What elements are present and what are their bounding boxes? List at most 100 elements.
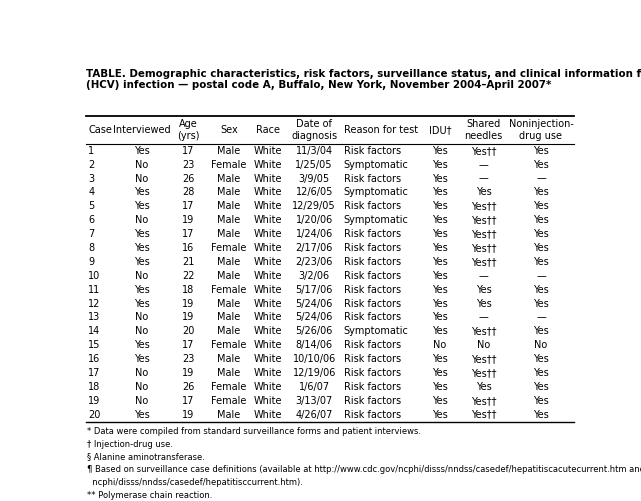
- Text: 12/19/06: 12/19/06: [292, 368, 336, 378]
- Text: Yes: Yes: [432, 201, 448, 211]
- Text: 17: 17: [182, 229, 195, 239]
- Text: 16: 16: [182, 243, 195, 253]
- Text: Yes: Yes: [533, 368, 549, 378]
- Text: —: —: [479, 313, 488, 323]
- Text: 19: 19: [182, 313, 195, 323]
- Text: 3/13/07: 3/13/07: [296, 396, 333, 406]
- Text: 18: 18: [182, 285, 195, 295]
- Text: TABLE. Demographic characteristics, risk factors, surveillance status, and clini: TABLE. Demographic characteristics, risk…: [86, 69, 641, 90]
- Text: Yes: Yes: [134, 229, 149, 239]
- Text: 5: 5: [88, 201, 94, 211]
- Text: 19: 19: [182, 368, 195, 378]
- Text: Yes: Yes: [134, 187, 149, 197]
- Text: 17: 17: [182, 201, 195, 211]
- Text: Yes††: Yes††: [470, 396, 496, 406]
- Text: 8/14/06: 8/14/06: [296, 340, 333, 350]
- Text: Male: Male: [217, 410, 240, 420]
- Text: Yes: Yes: [432, 410, 448, 420]
- Text: 1/24/06: 1/24/06: [296, 229, 333, 239]
- Text: 19: 19: [88, 396, 101, 406]
- Text: 19: 19: [182, 299, 195, 309]
- Text: 1/25/05: 1/25/05: [296, 160, 333, 170]
- Text: Yes: Yes: [533, 410, 549, 420]
- Text: Risk factors: Risk factors: [344, 285, 401, 295]
- Text: 19: 19: [182, 410, 195, 420]
- Text: White: White: [254, 368, 283, 378]
- Text: Symptomatic: Symptomatic: [344, 326, 408, 336]
- Text: † Injection-drug use.: † Injection-drug use.: [87, 440, 173, 449]
- Text: Yes: Yes: [533, 146, 549, 156]
- Text: 22: 22: [182, 271, 195, 281]
- Text: Male: Male: [217, 313, 240, 323]
- Text: Yes: Yes: [533, 326, 549, 336]
- Text: Yes: Yes: [432, 299, 448, 309]
- Text: Yes: Yes: [432, 285, 448, 295]
- Text: 17: 17: [182, 146, 195, 156]
- Text: 26: 26: [182, 382, 195, 392]
- Text: Yes: Yes: [432, 382, 448, 392]
- Text: Yes: Yes: [134, 410, 149, 420]
- Text: 23: 23: [182, 160, 195, 170]
- Text: 2/17/06: 2/17/06: [296, 243, 333, 253]
- Text: 14: 14: [88, 326, 101, 336]
- Text: 19: 19: [182, 215, 195, 225]
- Text: Male: Male: [217, 271, 240, 281]
- Text: Risk factors: Risk factors: [344, 382, 401, 392]
- Text: Yes: Yes: [134, 354, 149, 364]
- Text: Male: Male: [217, 146, 240, 156]
- Text: No: No: [135, 271, 148, 281]
- Text: —: —: [536, 271, 546, 281]
- Text: Yes: Yes: [476, 285, 491, 295]
- Text: White: White: [254, 396, 283, 406]
- Text: Yes††: Yes††: [470, 354, 496, 364]
- Text: Risk factors: Risk factors: [344, 257, 401, 267]
- Text: 17: 17: [88, 368, 101, 378]
- Text: No: No: [135, 160, 148, 170]
- Text: Risk factors: Risk factors: [344, 243, 401, 253]
- Text: Yes: Yes: [432, 257, 448, 267]
- Text: Yes: Yes: [134, 340, 149, 350]
- Text: No: No: [135, 368, 148, 378]
- Text: White: White: [254, 410, 283, 420]
- Text: Reason for test: Reason for test: [344, 125, 418, 135]
- Text: 20: 20: [88, 410, 101, 420]
- Text: Race: Race: [256, 125, 280, 135]
- Text: Sex: Sex: [220, 125, 238, 135]
- Text: —: —: [479, 173, 488, 183]
- Text: Female: Female: [212, 160, 247, 170]
- Text: White: White: [254, 340, 283, 350]
- Text: 11/3/04: 11/3/04: [296, 146, 333, 156]
- Text: White: White: [254, 326, 283, 336]
- Text: Yes††: Yes††: [470, 229, 496, 239]
- Text: White: White: [254, 243, 283, 253]
- Text: Yes: Yes: [533, 201, 549, 211]
- Text: Risk factors: Risk factors: [344, 340, 401, 350]
- Text: Risk factors: Risk factors: [344, 368, 401, 378]
- Text: Yes: Yes: [432, 160, 448, 170]
- Text: Shared
needles: Shared needles: [464, 119, 503, 141]
- Text: IDU†: IDU†: [429, 125, 451, 135]
- Text: Risk factors: Risk factors: [344, 201, 401, 211]
- Text: White: White: [254, 299, 283, 309]
- Text: Yes: Yes: [533, 160, 549, 170]
- Text: 4: 4: [88, 187, 94, 197]
- Text: 13: 13: [88, 313, 101, 323]
- Text: No: No: [135, 215, 148, 225]
- Text: Yes: Yes: [432, 396, 448, 406]
- Text: Yes††: Yes††: [470, 146, 496, 156]
- Text: Female: Female: [212, 285, 247, 295]
- Text: Yes: Yes: [134, 299, 149, 309]
- Text: Date of
diagnosis: Date of diagnosis: [291, 119, 337, 141]
- Text: Symptomatic: Symptomatic: [344, 215, 408, 225]
- Text: Male: Male: [217, 201, 240, 211]
- Text: Male: Male: [217, 368, 240, 378]
- Text: Yes: Yes: [134, 285, 149, 295]
- Text: Yes††: Yes††: [470, 368, 496, 378]
- Text: Risk factors: Risk factors: [344, 313, 401, 323]
- Text: 8: 8: [88, 243, 94, 253]
- Text: Yes: Yes: [134, 201, 149, 211]
- Text: —: —: [536, 173, 546, 183]
- Text: No: No: [535, 340, 547, 350]
- Text: Yes: Yes: [432, 354, 448, 364]
- Text: 16: 16: [88, 354, 101, 364]
